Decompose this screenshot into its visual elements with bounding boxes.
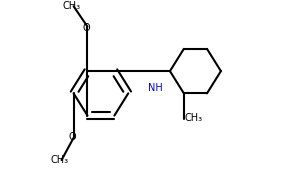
- Text: CH₃: CH₃: [185, 113, 203, 123]
- Text: NH: NH: [148, 83, 162, 93]
- Text: O: O: [83, 23, 90, 33]
- Text: O: O: [69, 132, 77, 142]
- Text: CH₃: CH₃: [63, 1, 81, 11]
- Text: CH₃: CH₃: [51, 155, 69, 165]
